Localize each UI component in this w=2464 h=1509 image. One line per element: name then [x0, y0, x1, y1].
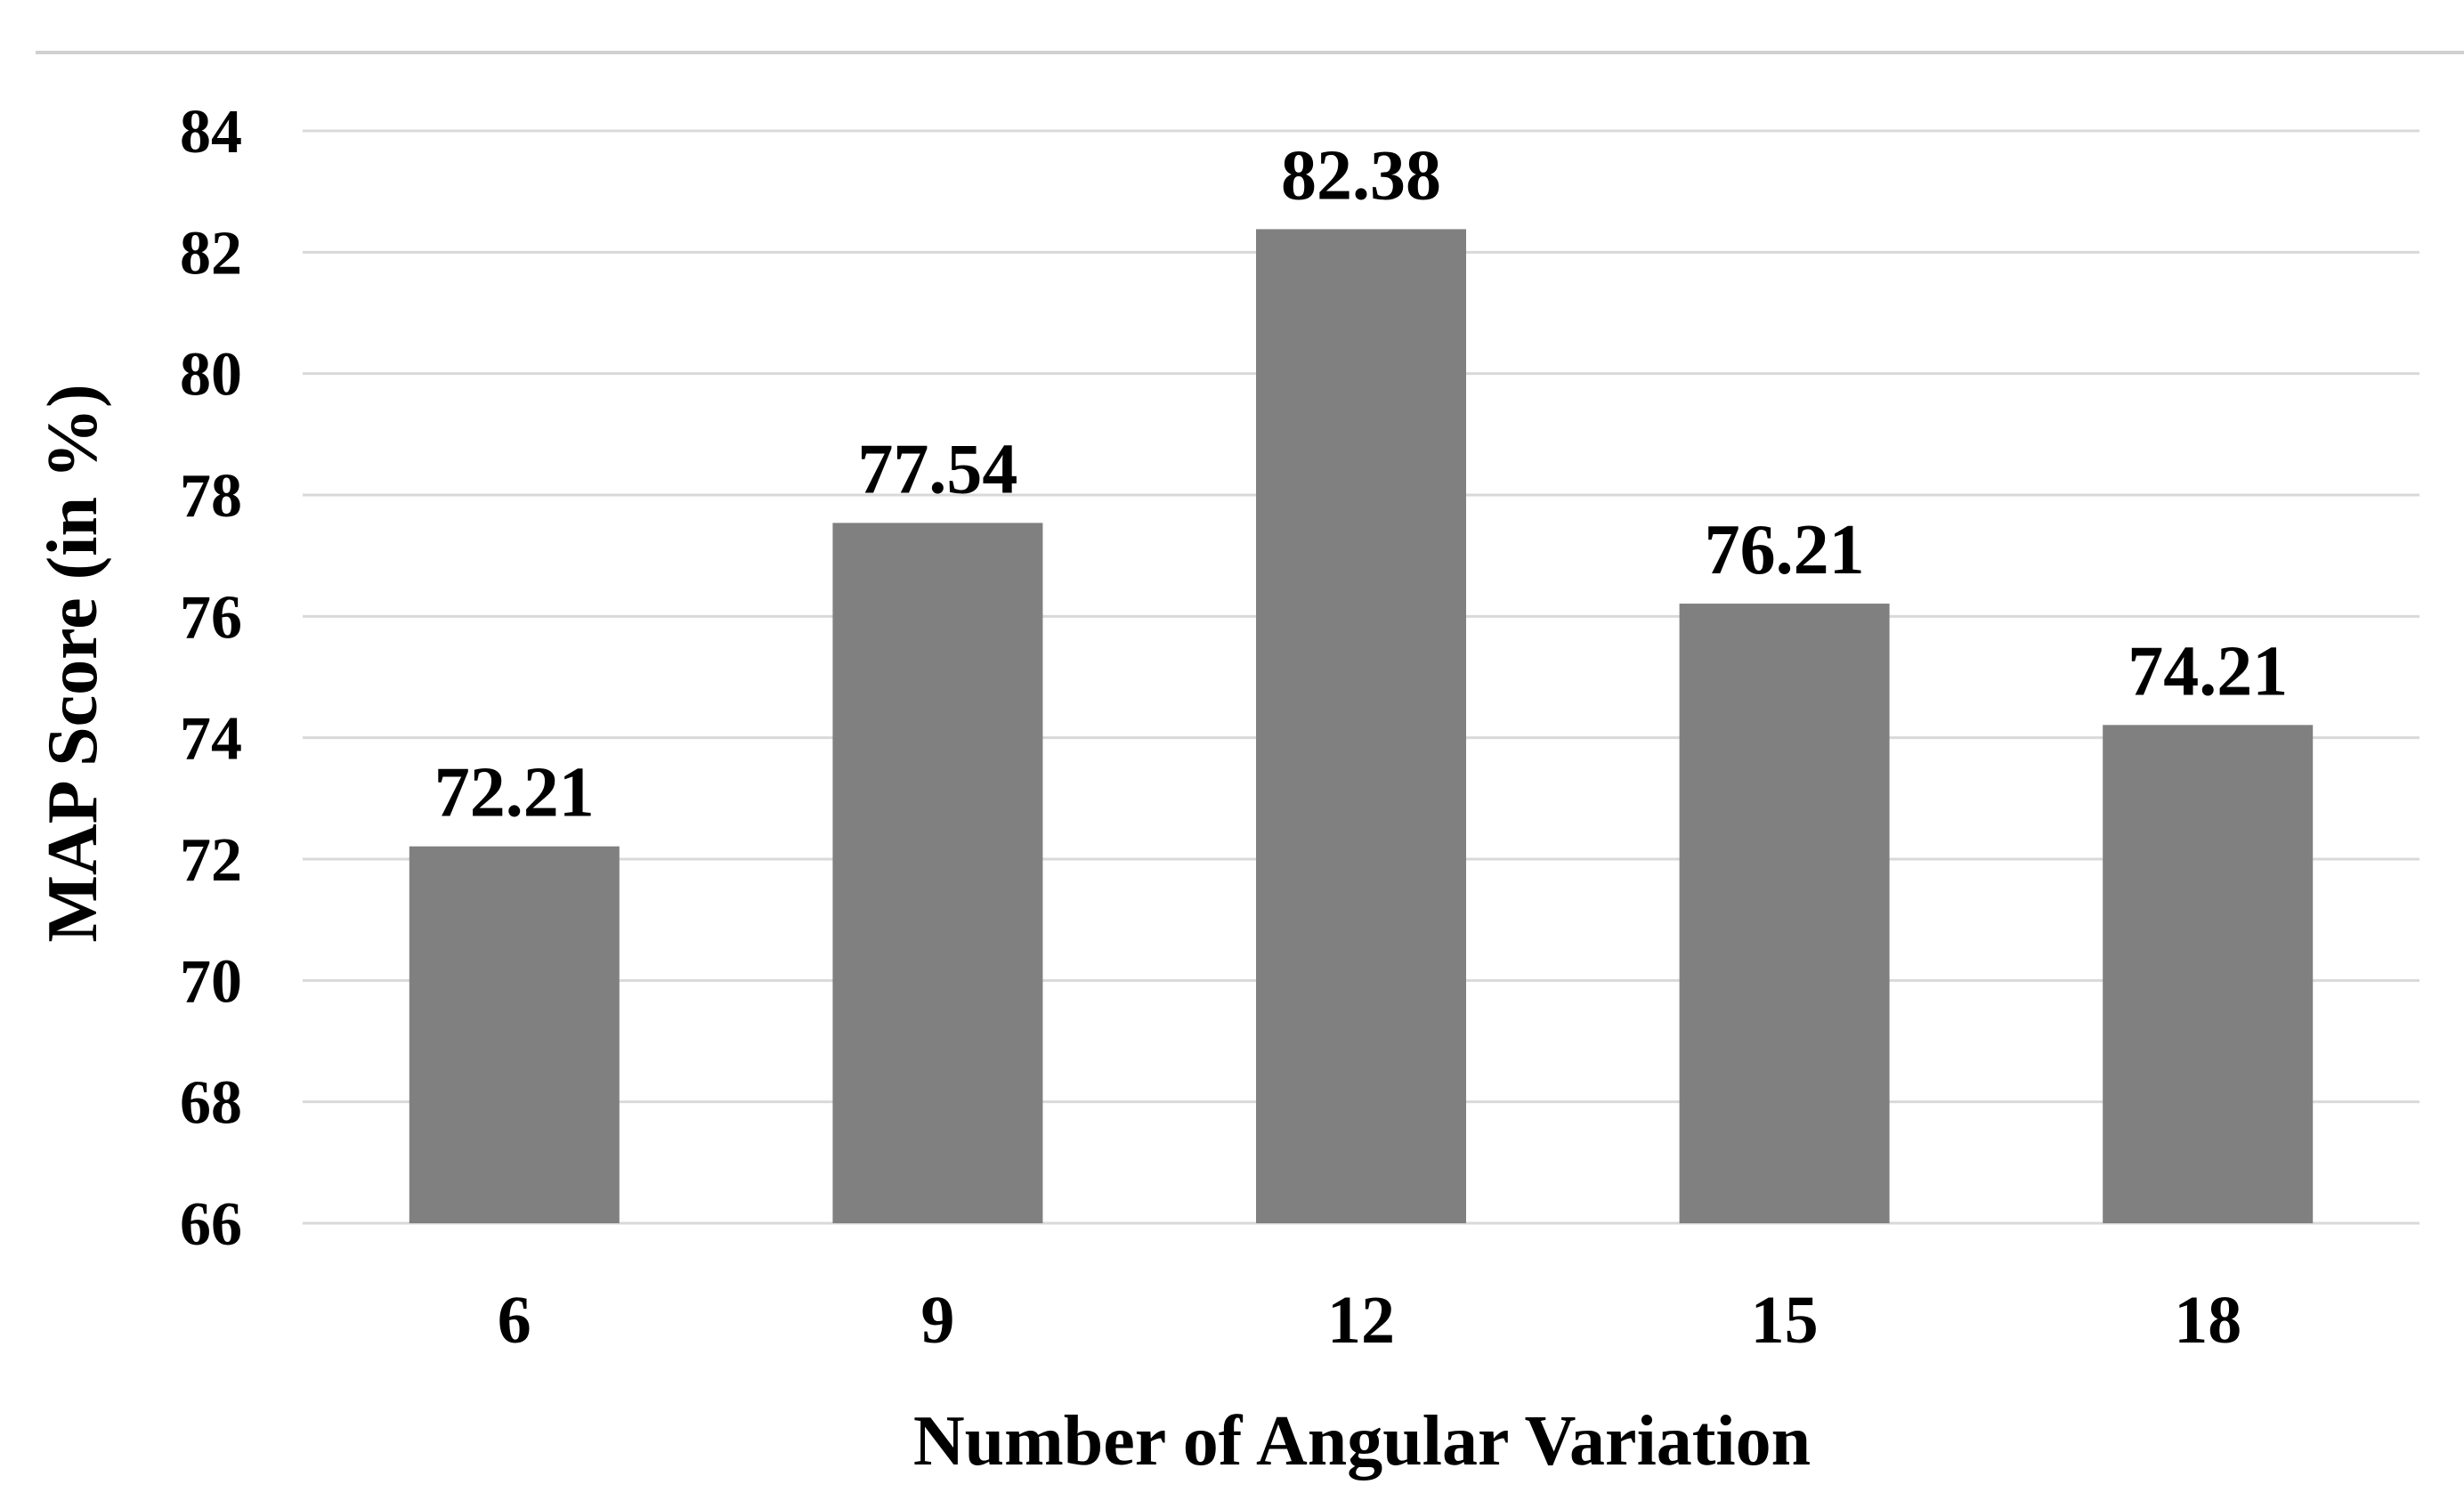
bars — [409, 229, 2314, 1224]
x-axis-ticks: 6 9 12 15 18 — [498, 1283, 2241, 1358]
x-tick-label-9: 9 — [920, 1283, 954, 1358]
x-tick-label-15: 15 — [1751, 1283, 1819, 1358]
y-tick-label: 80 — [180, 341, 242, 410]
bar-18 — [2103, 725, 2314, 1223]
y-tick-label: 82 — [180, 219, 242, 288]
bar-9 — [832, 523, 1043, 1223]
x-tick-label-12: 12 — [1327, 1283, 1395, 1358]
data-label-12: 82.38 — [1281, 136, 1441, 215]
x-tick-label-18: 18 — [2174, 1283, 2241, 1358]
y-tick-label: 66 — [180, 1190, 242, 1259]
y-axis-title: MAP Score (in %) — [34, 384, 112, 942]
y-tick-label: 74 — [180, 705, 242, 774]
data-label-6: 72.21 — [434, 754, 595, 832]
bar-15 — [1679, 604, 1890, 1223]
x-tick-label-6: 6 — [498, 1283, 531, 1358]
bar-12 — [1256, 229, 1466, 1224]
data-labels: 72.21 77.54 82.38 76.21 74.21 — [434, 136, 2288, 832]
y-tick-label: 68 — [180, 1069, 242, 1138]
data-label-9: 77.54 — [857, 430, 1017, 508]
x-axis-title: Number of Angular Variation — [913, 1402, 1811, 1481]
y-tick-label: 78 — [180, 462, 242, 531]
data-label-18: 74.21 — [2128, 632, 2288, 710]
y-tick-label: 70 — [180, 947, 242, 1016]
bar-6 — [409, 846, 620, 1223]
y-axis-ticks: 66 68 70 72 74 76 78 80 82 84 — [180, 98, 242, 1259]
y-tick-label: 72 — [180, 826, 242, 895]
y-tick-label: 84 — [180, 98, 242, 166]
y-tick-label: 76 — [180, 583, 242, 652]
data-label-15: 76.21 — [1705, 511, 1865, 589]
